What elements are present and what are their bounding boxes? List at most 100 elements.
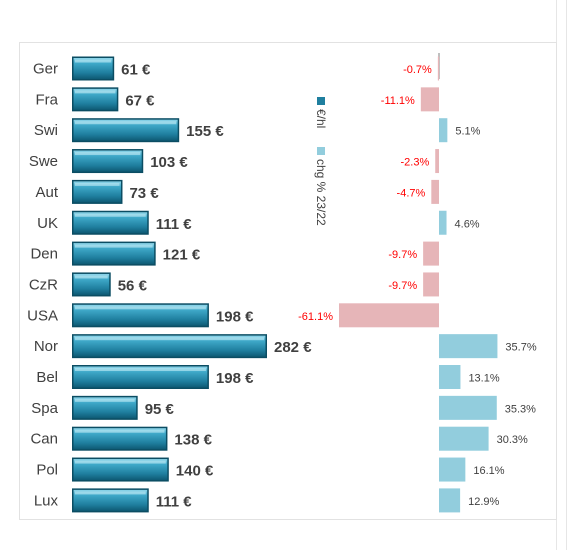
price-bar-highlight [75, 152, 141, 156]
change-label: -61.1% [298, 311, 333, 323]
legend-swatch-price [317, 97, 325, 105]
change-label: -2.3% [400, 157, 429, 169]
category-label: Nor [34, 338, 58, 355]
price-bar-face [73, 335, 266, 357]
price-label: 95 € [145, 401, 175, 418]
legend-label-change: chg % 23/22 [314, 159, 328, 226]
price-bar-highlight [75, 368, 206, 371]
page-edge-line-outer [566, 0, 567, 550]
price-label: 140 € [176, 463, 214, 480]
price-bar-face [73, 150, 142, 172]
price-bar-face [73, 88, 117, 110]
price-label: 73 € [129, 185, 159, 202]
change-bar [339, 303, 439, 328]
category-label: Pol [36, 462, 58, 479]
price-bar-face [73, 459, 168, 481]
change-bar [423, 241, 439, 266]
price-bar-face [73, 243, 155, 265]
change-bar [420, 87, 439, 112]
price-bar-face [73, 58, 113, 79]
price-bar-highlight [75, 460, 166, 464]
change-bar [431, 179, 439, 204]
price-bar-highlight [75, 491, 146, 495]
price-bar-highlight [75, 90, 116, 94]
price-bar-face [73, 366, 208, 388]
change-label: 4.6% [455, 218, 480, 230]
change-bar [439, 210, 447, 235]
change-label: -9.7% [388, 280, 417, 292]
price-label: 67 € [125, 92, 155, 109]
chart-frame: Ger Fra Swi Swe Aut UK Den CzR USA Nor Bel Spa Can Po… [19, 42, 557, 520]
price-label: 56 € [118, 277, 148, 294]
category-label: Fra [36, 91, 59, 108]
price-label: 103 € [150, 154, 188, 171]
change-label: 13.1% [468, 373, 499, 385]
change-bar [439, 365, 461, 389]
change-label: 30.3% [497, 434, 528, 446]
change-label: 12.9% [468, 496, 499, 508]
category-label: Can [30, 431, 58, 448]
change-bar [435, 149, 439, 174]
change-bar [439, 395, 497, 420]
price-bar-face [73, 181, 121, 203]
change-bar [439, 426, 489, 451]
legend-swatch-change [317, 147, 325, 155]
price-label: 198 € [216, 370, 254, 387]
legend-label-price: €/hl [314, 109, 328, 128]
price-bar-highlight [75, 213, 146, 217]
change-bar [439, 457, 466, 482]
price-bar-face [73, 397, 137, 419]
change-label: 5.1% [455, 126, 480, 138]
change-label: 35.3% [505, 403, 536, 415]
category-label: Swi [34, 122, 58, 139]
price-label: 121 € [163, 247, 201, 264]
change-label: -0.7% [403, 64, 432, 76]
price-bar-highlight [75, 398, 135, 402]
category-label: CzR [29, 276, 58, 293]
price-bar-highlight [75, 306, 206, 310]
price-label: 198 € [216, 308, 254, 325]
price-bar-face [73, 212, 148, 234]
price-bar-highlight [75, 59, 112, 63]
price-bar-highlight [75, 121, 177, 125]
price-bar-highlight [75, 429, 165, 433]
category-label: Bel [36, 369, 58, 386]
price-label: 61 € [121, 62, 151, 79]
legend-group: €/hl chg % 23/22 [314, 97, 328, 226]
category-labels: Ger Fra Swi Swe Aut UK Den CzR USA Nor Bel Spa Can Po… [27, 61, 59, 510]
chart-canvas: Ger Fra Swi Swe Aut UK Den CzR USA Nor Bel Spa Can Po… [27, 53, 537, 513]
price-bar-face [73, 489, 148, 511]
price-label: 138 € [174, 432, 212, 449]
category-label: Ger [33, 61, 58, 78]
price-label: 111 € [156, 493, 193, 510]
change-bar [439, 488, 461, 513]
price-bars: 61 € 67 € 155 € 103 € 73 € 111 € 121 € 56 € 198 … [72, 56, 312, 513]
change-label: 35.7% [505, 342, 536, 354]
change-bars: -0.7% -11.1% 5.1% -2.3% -4.7% 4.6% -9.7% -9.7% -… [298, 56, 537, 513]
price-bar-face [73, 428, 166, 450]
category-label: UK [37, 215, 58, 232]
legend: €/hl chg % 23/22 [314, 97, 328, 226]
price-label: 282 € [274, 339, 312, 356]
change-bar [439, 118, 448, 143]
change-label: -11.1% [381, 95, 415, 107]
change-bar [423, 272, 439, 297]
price-bar-highlight [75, 244, 153, 248]
price-bar-highlight [75, 275, 108, 279]
category-label: USA [27, 307, 58, 324]
price-bar-face [73, 119, 178, 141]
change-label: -9.7% [388, 249, 417, 261]
category-label: Spa [31, 400, 58, 417]
price-label: 111 € [156, 216, 193, 233]
price-bar-highlight [75, 182, 120, 186]
price-bar-face [73, 304, 208, 326]
category-label: Lux [34, 492, 59, 509]
price-bar-face [73, 273, 110, 295]
price-label: 155 € [186, 123, 224, 140]
change-label: 16.1% [473, 465, 504, 477]
category-label: Swe [29, 153, 58, 170]
category-label: Aut [35, 184, 58, 201]
change-label: -4.7% [397, 187, 426, 199]
price-bar-highlight [75, 337, 264, 341]
category-label: Den [30, 246, 58, 263]
